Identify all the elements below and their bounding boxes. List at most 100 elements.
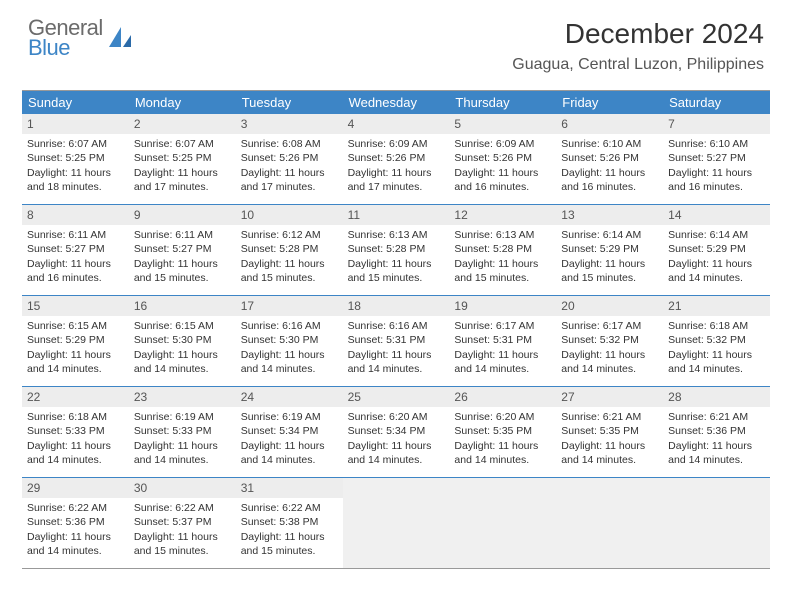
day-cell: 20Sunrise: 6:17 AMSunset: 5:32 PMDayligh… [556, 296, 663, 386]
sunrise-line: Sunrise: 6:13 AM [348, 228, 445, 242]
day-cell: 4Sunrise: 6:09 AMSunset: 5:26 PMDaylight… [343, 114, 450, 204]
day-cell: 6 Sunrise: 6:10 AMSunset: 5:26 PMDaylight… [556, 114, 663, 204]
daylight-line: Daylight: 11 hours and 17 minutes. [134, 166, 231, 194]
daylight-line: Daylight: 11 hours and 15 minutes. [134, 257, 231, 285]
sunset-line: Sunset: 5:28 PM [454, 242, 551, 256]
day-body: Sunrise: 6:14 AMSunset: 5:29 PMDaylight:… [663, 228, 770, 289]
day-number: 27 [556, 387, 663, 407]
daylight-line: Daylight: 11 hours and 17 minutes. [348, 166, 445, 194]
day-body: Sunrise: 6:21 AMSunset: 5:35 PMDaylight:… [556, 410, 663, 471]
sunrise-line: Sunrise: 6:14 AM [668, 228, 765, 242]
daylight-line: Daylight: 11 hours and 14 minutes. [348, 439, 445, 467]
sunset-line: Sunset: 5:28 PM [241, 242, 338, 256]
daylight-line: Daylight: 11 hours and 17 minutes. [241, 166, 338, 194]
daylight-line: Daylight: 11 hours and 14 minutes. [27, 348, 124, 376]
day-body: Sunrise: 6:07 AMSunset: 5:25 PMDaylight:… [129, 137, 236, 198]
day-number: 8 [22, 205, 129, 225]
day-cell: 3 Sunrise: 6:08 AMSunset: 5:26 PMDaylight… [236, 114, 343, 204]
day-number: 23 [129, 387, 236, 407]
sunset-line: Sunset: 5:30 PM [241, 333, 338, 347]
day-cell: 16Sunrise: 6:15 AMSunset: 5:30 PMDayligh… [129, 296, 236, 386]
day-cell: 27 Sunrise: 6:21 AMSunset: 5:35 PMDayligh… [556, 387, 663, 477]
daylight-line: Daylight: 11 hours and 15 minutes. [241, 257, 338, 285]
sunrise-line: Sunrise: 6:08 AM [241, 137, 338, 151]
day-cell: 18 Sunrise: 6:16 AMSunset: 5:31 PMDayligh… [343, 296, 450, 386]
daylight-line: Daylight: 11 hours and 16 minutes. [454, 166, 551, 194]
daylight-line: Daylight: 11 hours and 14 minutes. [348, 348, 445, 376]
day-number: 1 [22, 114, 129, 134]
day-number: 6 [556, 114, 663, 134]
sunrise-line: Sunrise: 6:20 AM [348, 410, 445, 424]
day-number: 7 [663, 114, 770, 134]
title-block: December 2024 Guagua, Central Luzon, Phi… [512, 18, 764, 74]
daylight-line: Daylight: 11 hours and 14 minutes. [561, 348, 658, 376]
sunrise-line: Sunrise: 6:07 AM [134, 137, 231, 151]
day-body: Sunrise: 6:18 AMSunset: 5:33 PMDaylight:… [22, 410, 129, 471]
week-row: 8 Sunrise: 6:11 AMSunset: 5:27 PMDaylight… [22, 205, 770, 296]
day-number: 18 [343, 296, 450, 316]
day-body: Sunrise: 6:16 AMSunset: 5:30 PMDaylight:… [236, 319, 343, 380]
daylight-line: Daylight: 11 hours and 15 minutes. [561, 257, 658, 285]
day-number: 29 [22, 478, 129, 498]
day-number: 11 [343, 205, 450, 225]
day-number: 2 [129, 114, 236, 134]
day-body: Sunrise: 6:13 AMSunset: 5:28 PMDaylight:… [343, 228, 450, 289]
sunset-line: Sunset: 5:33 PM [134, 424, 231, 438]
day-body: Sunrise: 6:09 AMSunset: 5:26 PMDaylight:… [343, 137, 450, 198]
sunset-line: Sunset: 5:31 PM [348, 333, 445, 347]
day-body: Sunrise: 6:17 AMSunset: 5:32 PMDaylight:… [556, 319, 663, 380]
sunset-line: Sunset: 5:38 PM [241, 515, 338, 529]
sunrise-line: Sunrise: 6:21 AM [668, 410, 765, 424]
day-number: 14 [663, 205, 770, 225]
sunset-line: Sunset: 5:32 PM [561, 333, 658, 347]
sunrise-line: Sunrise: 6:17 AM [561, 319, 658, 333]
daylight-line: Daylight: 11 hours and 14 minutes. [134, 439, 231, 467]
week-row: 22Sunrise: 6:18 AMSunset: 5:33 PMDayligh… [22, 387, 770, 478]
sunset-line: Sunset: 5:26 PM [454, 151, 551, 165]
daylight-line: Daylight: 11 hours and 14 minutes. [241, 439, 338, 467]
day-cell: 21Sunrise: 6:18 AMSunset: 5:32 PMDayligh… [663, 296, 770, 386]
day-cell: 26Sunrise: 6:20 AMSunset: 5:35 PMDayligh… [449, 387, 556, 477]
day-number: 19 [449, 296, 556, 316]
week-row: 15Sunrise: 6:15 AMSunset: 5:29 PMDayligh… [22, 296, 770, 387]
sunset-line: Sunset: 5:32 PM [668, 333, 765, 347]
sunset-line: Sunset: 5:27 PM [27, 242, 124, 256]
sunset-line: Sunset: 5:33 PM [27, 424, 124, 438]
day-cell: 14 Sunrise: 6:14 AMSunset: 5:29 PMDayligh… [663, 205, 770, 295]
day-cell: 9Sunrise: 6:11 AMSunset: 5:27 PMDaylight… [129, 205, 236, 295]
sunset-line: Sunset: 5:34 PM [241, 424, 338, 438]
sunset-line: Sunset: 5:36 PM [27, 515, 124, 529]
sunset-line: Sunset: 5:25 PM [27, 151, 124, 165]
sunrise-line: Sunrise: 6:13 AM [454, 228, 551, 242]
sunrise-line: Sunrise: 6:19 AM [241, 410, 338, 424]
day-cell: 31Sunrise: 6:22 AMSunset: 5:38 PMDayligh… [236, 478, 343, 568]
day-body: Sunrise: 6:11 AMSunset: 5:27 PMDaylight:… [22, 228, 129, 289]
week-row: 29Sunrise: 6:22 AMSunset: 5:36 PMDayligh… [22, 478, 770, 569]
day-cell: 30Sunrise: 6:22 AMSunset: 5:37 PMDayligh… [129, 478, 236, 568]
daylight-line: Daylight: 11 hours and 18 minutes. [27, 166, 124, 194]
sunset-line: Sunset: 5:26 PM [241, 151, 338, 165]
day-cell: 28Sunrise: 6:21 AMSunset: 5:36 PMDayligh… [663, 387, 770, 477]
sunset-line: Sunset: 5:35 PM [561, 424, 658, 438]
daylight-line: Daylight: 11 hours and 16 minutes. [27, 257, 124, 285]
sunrise-line: Sunrise: 6:19 AM [134, 410, 231, 424]
day-header: Monday [129, 91, 236, 114]
daylight-line: Daylight: 11 hours and 15 minutes. [241, 530, 338, 558]
calendar: SundayMondayTuesdayWednesdayThursdayFrid… [22, 90, 770, 569]
day-body: Sunrise: 6:13 AMSunset: 5:28 PMDaylight:… [449, 228, 556, 289]
day-cell: 5Sunrise: 6:09 AMSunset: 5:26 PMDaylight… [449, 114, 556, 204]
day-body: Sunrise: 6:12 AMSunset: 5:28 PMDaylight:… [236, 228, 343, 289]
day-body: Sunrise: 6:19 AMSunset: 5:33 PMDaylight:… [129, 410, 236, 471]
day-body: Sunrise: 6:16 AMSunset: 5:31 PMDaylight:… [343, 319, 450, 380]
location: Guagua, Central Luzon, Philippines [512, 56, 764, 74]
day-number: 24 [236, 387, 343, 407]
sunrise-line: Sunrise: 6:07 AM [27, 137, 124, 151]
sunrise-line: Sunrise: 6:20 AM [454, 410, 551, 424]
empty-cell [556, 478, 663, 568]
day-body: Sunrise: 6:17 AMSunset: 5:31 PMDaylight:… [449, 319, 556, 380]
day-number: 3 [236, 114, 343, 134]
sunrise-line: Sunrise: 6:09 AM [348, 137, 445, 151]
day-body: Sunrise: 6:15 AMSunset: 5:30 PMDaylight:… [129, 319, 236, 380]
day-body: Sunrise: 6:10 AMSunset: 5:26 PMDaylight:… [556, 137, 663, 198]
daylight-line: Daylight: 11 hours and 16 minutes. [561, 166, 658, 194]
